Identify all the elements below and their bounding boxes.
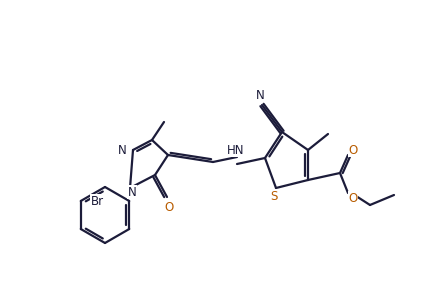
- Text: Br: Br: [91, 195, 104, 208]
- Text: S: S: [270, 189, 277, 203]
- Text: N: N: [128, 185, 136, 199]
- Text: N: N: [255, 88, 264, 102]
- Text: O: O: [349, 192, 357, 204]
- Text: HN: HN: [227, 143, 245, 157]
- Text: N: N: [118, 143, 127, 157]
- Text: O: O: [349, 143, 357, 157]
- Text: O: O: [165, 200, 173, 213]
